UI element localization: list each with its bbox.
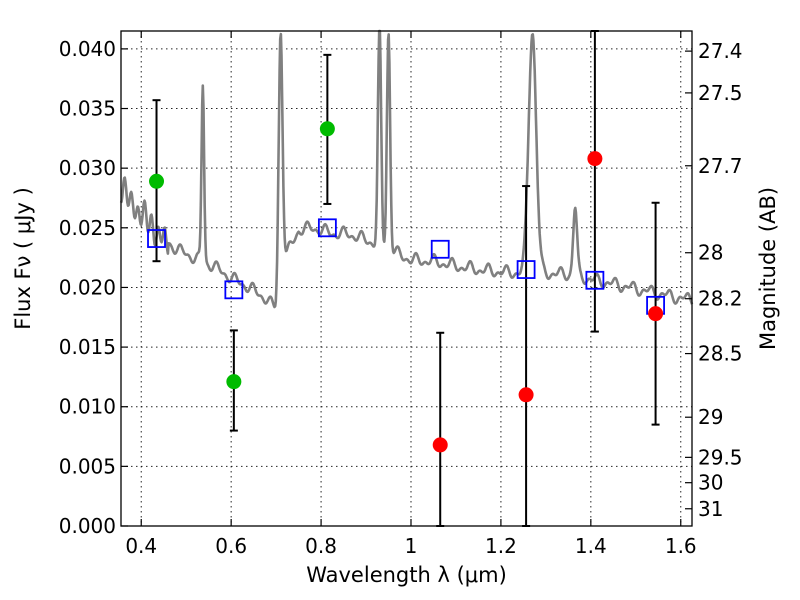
red-flux-point bbox=[648, 306, 664, 322]
y2-tick-label: 31 bbox=[698, 497, 723, 521]
x-tick-label: 1 bbox=[405, 534, 418, 558]
red-flux-point bbox=[587, 151, 603, 167]
y2-tick-label: 29.5 bbox=[698, 445, 743, 469]
y-tick-label: 0.010 bbox=[59, 395, 116, 419]
red-flux-point bbox=[432, 437, 448, 453]
x-axis-title: Wavelength λ (μm) bbox=[306, 563, 507, 587]
grid-lines bbox=[121, 31, 692, 527]
green-flux-point bbox=[149, 173, 165, 189]
y-tick-label: 0.000 bbox=[59, 514, 116, 538]
y2-tick-label: 28 bbox=[698, 241, 723, 265]
x-tick-label: 1.6 bbox=[665, 534, 697, 558]
y-tick-label: 0.030 bbox=[59, 156, 116, 180]
sed-spectrum bbox=[119, 29, 694, 309]
y-tick-label: 0.020 bbox=[59, 275, 116, 299]
green-flux-point bbox=[319, 121, 335, 137]
red-flux-point bbox=[518, 387, 534, 403]
y2-tick-label: 28.2 bbox=[698, 287, 743, 311]
y2-tick-label: 28.5 bbox=[698, 342, 743, 366]
y2-tick-label: 30 bbox=[698, 471, 723, 495]
plot-frame bbox=[120, 30, 693, 527]
y-tick-label: 0.035 bbox=[59, 97, 116, 121]
y2-tick-label: 27.5 bbox=[698, 81, 743, 105]
y-axis-title: Flux Fν ( μJy ) bbox=[11, 187, 35, 330]
observed-flux-points bbox=[149, 121, 664, 453]
model-flux-square bbox=[585, 270, 605, 290]
y2-tick-label: 27.7 bbox=[698, 154, 743, 178]
model-flux-square bbox=[516, 260, 536, 279]
y2-tick-label: 29 bbox=[698, 405, 723, 429]
y-tick-label: 0.025 bbox=[59, 216, 116, 240]
x-tick-label: 0.8 bbox=[305, 534, 337, 558]
sed-spectrum-line bbox=[119, 29, 694, 309]
model-flux-square bbox=[317, 218, 337, 238]
y2-tick-label: 27.4 bbox=[698, 39, 743, 63]
x-tick-label: 1.2 bbox=[485, 534, 517, 558]
y-tick-label: 0.015 bbox=[59, 335, 116, 359]
model-flux-square bbox=[147, 229, 166, 248]
y-tick-label: 0.040 bbox=[59, 37, 116, 61]
x-tick-label: 0.6 bbox=[215, 534, 247, 558]
model-flux-square bbox=[430, 239, 450, 259]
y-tick-label: 0.005 bbox=[59, 454, 116, 478]
x-tick-label: 0.4 bbox=[125, 534, 157, 558]
x-tick-label: 1.4 bbox=[575, 534, 607, 558]
axis-ticks bbox=[121, 31, 692, 527]
green-flux-point bbox=[226, 374, 242, 390]
model-flux-square bbox=[224, 280, 244, 300]
tick-labels: 0.4 0.6 0.8 1 1.2 1.4 1.6 0.000 0.005 0.010 0.015 0… bbox=[59, 37, 743, 558]
y2-axis-title: Magnitude (AB) bbox=[756, 187, 780, 350]
model-flux-squares bbox=[147, 218, 665, 315]
